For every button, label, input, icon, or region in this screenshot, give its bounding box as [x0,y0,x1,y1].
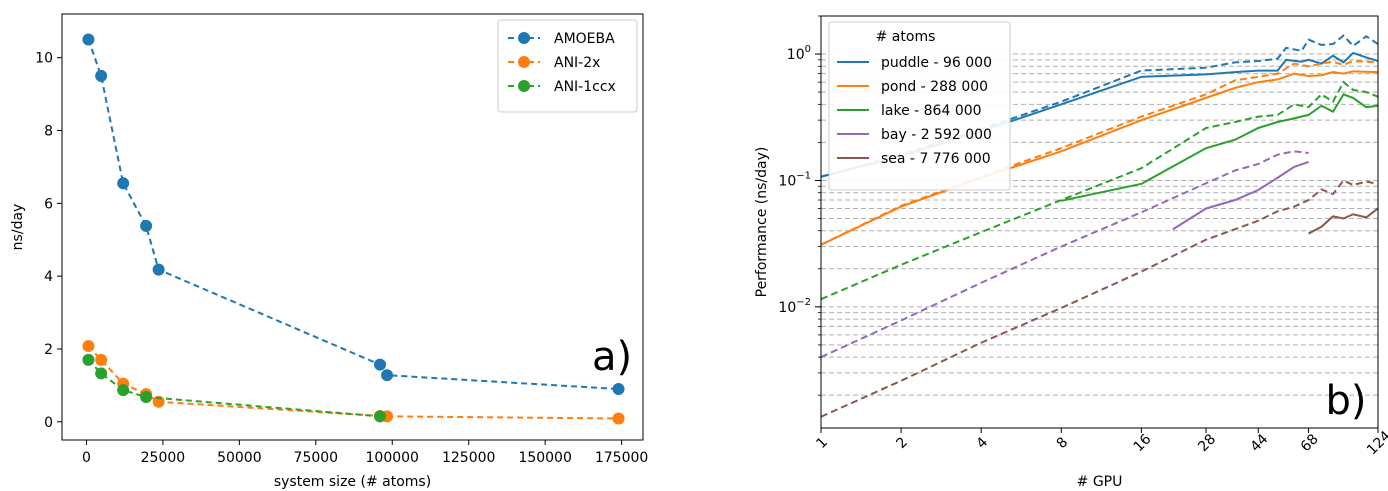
x-tick-label: 28 [1195,431,1219,455]
data-point [117,384,130,397]
data-point [612,383,625,396]
series-line-solid [820,51,1379,178]
series-line-solid [1172,161,1309,231]
series-line [87,359,381,418]
data-point [82,33,95,46]
x-axis-label: # GPU [1077,474,1123,490]
x-tick-label: 150000 [518,450,571,466]
series-line-solid [820,70,1379,246]
y-tick-label: 100 [787,44,811,63]
legend-label: bay - 2 592 000 [881,127,992,143]
x-tick-label: 125000 [442,450,495,466]
legend-marker [518,56,530,68]
x-tick-label: 25000 [141,450,186,466]
series-line-dashed [820,179,1379,418]
series-line-solid [1061,93,1379,202]
legend-box [828,21,1011,191]
x-tick-label: 0 [82,450,91,466]
data-point [612,412,625,425]
panel-letter: b) [1326,378,1367,424]
x-tick-label: 44 [1247,431,1271,455]
chart-panel-a: 0 25000 50000 75000 100000 125000 150000 175000… [10,13,648,490]
legend-box [497,19,638,113]
y-tick-label: 0 [44,415,53,431]
data-point [152,263,165,276]
data-point [117,177,130,190]
plot-frame [820,15,1379,429]
legend-title: # atoms [876,29,936,45]
x-tick-label: 75000 [294,450,339,466]
legend-label: ANI-2x [554,55,600,71]
y-tick-label: 4 [44,269,53,285]
x-axis-label: system size (# atoms) [274,474,431,490]
x-tick-label: 175000 [595,450,648,466]
y-axis-label: Performance (ns/day) [754,147,770,298]
series-line-dashed [820,80,1379,301]
y-tick-label: 6 [44,196,53,212]
data-point [82,353,95,366]
x-tick-label: 1 [813,434,831,452]
series-line-dashed [820,34,1379,178]
legend-label: ANI-1ccx [554,79,616,95]
data-point [95,69,108,82]
legend-marker [518,32,530,44]
data-point [140,391,153,404]
legend-label: AMOEBA [554,31,615,47]
data-point [374,410,387,423]
y-axis-label: ns/day [10,204,26,251]
legend-marker [518,80,530,92]
series-line-dashed [820,60,1379,246]
plot-frame [61,13,644,441]
y-tick-label: 8 [44,124,53,140]
data-point [381,369,394,382]
series-line [87,345,619,420]
y-tick-label: 2 [44,342,53,358]
y-tick-label: 10−2 [778,297,811,316]
y-tick-label: 10 [35,51,53,67]
x-tick-label: 2 [893,434,911,452]
data-point [374,358,387,371]
y-tick-label: 10−1 [778,170,811,189]
legend-label: pond - 288 000 [881,79,988,95]
panel-letter: a) [592,334,632,380]
x-tick-label: 124 [1364,428,1388,458]
legend-label: puddle - 96 000 [881,55,992,71]
x-tick-label: 16 [1131,431,1155,455]
x-tick-label: 100000 [366,450,419,466]
data-point [95,353,108,366]
x-tick-label: 50000 [217,450,262,466]
x-tick-label: 8 [1054,434,1072,452]
data-point [82,340,95,353]
legend-label: sea - 7 776 000 [881,151,991,167]
series-line-solid [1308,207,1379,235]
x-tick-label: 68 [1298,431,1322,455]
series-line-dashed [820,150,1309,359]
legend-label: lake - 864 000 [881,103,982,119]
data-point [140,219,153,232]
data-point [95,367,108,380]
x-tick-label: 4 [974,434,992,452]
